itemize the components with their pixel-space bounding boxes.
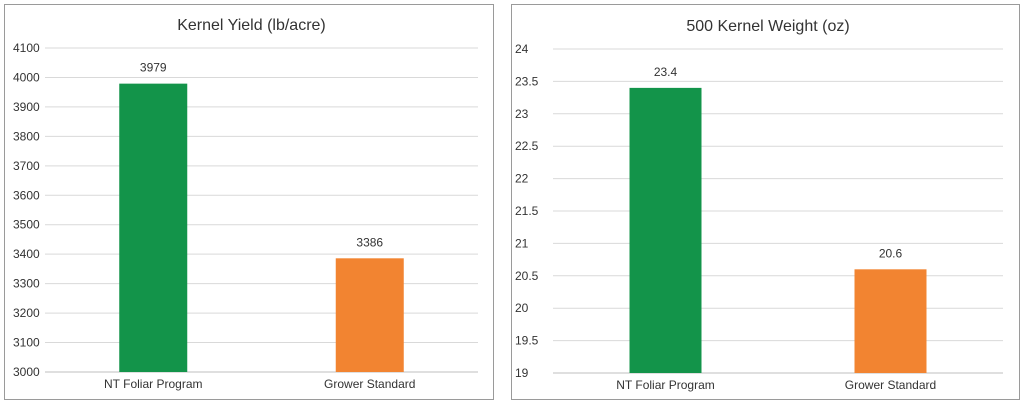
y-tick-label: 23	[515, 107, 529, 121]
chart-title: Kernel Yield (lb/acre)	[177, 17, 326, 34]
y-tick-label: 3000	[13, 365, 40, 379]
y-tick-label: 3800	[13, 129, 40, 143]
y-tick-label: 3900	[13, 100, 40, 114]
kernel-weight-chart-panel: 500 Kernel Weight (oz) 19 19.5 20 20.5 21 21.5…	[511, 4, 1020, 400]
x-tick-label: NT Foliar Program	[616, 378, 714, 392]
data-label: 3979	[140, 61, 167, 75]
bar-grower-standard	[335, 258, 404, 372]
x-tick-label: NT Foliar Program	[104, 377, 202, 391]
y-tick-label: 3300	[13, 277, 40, 291]
kernel-yield-chart: Kernel Yield (lb/acre) 3000 3100 3200 3300 34…	[13, 17, 478, 391]
y-tick-label: 3700	[13, 159, 40, 173]
y-tick-label: 21.5	[515, 204, 539, 218]
data-label: 23.4	[654, 65, 678, 79]
chart-title: 500 Kernel Weight (oz)	[686, 18, 849, 35]
kernel-weight-chart: 500 Kernel Weight (oz) 19 19.5 20 20.5 21 21.5…	[515, 18, 1003, 392]
y-tick-label: 20.5	[515, 269, 539, 283]
y-tick-label: 4000	[13, 70, 40, 84]
bar-nt-foliar-program	[119, 83, 188, 372]
y-tick-label: 3200	[13, 306, 40, 320]
kernel-yield-chart-panel: Kernel Yield (lb/acre) 3000 3100 3200 3300 34…	[4, 4, 494, 400]
y-tick-label: 3100	[13, 336, 40, 350]
bar-grower-standard	[854, 269, 927, 373]
x-tick-label: Grower Standard	[324, 377, 415, 391]
y-tick-label: 24	[515, 42, 529, 56]
y-tick-label: 3400	[13, 247, 40, 261]
x-tick-label: Grower Standard	[845, 378, 936, 392]
y-tick-label: 22	[515, 172, 529, 186]
bar-nt-foliar-program	[629, 87, 702, 373]
data-label: 3386	[356, 235, 383, 249]
data-label: 20.6	[879, 246, 903, 260]
y-tick-label: 21	[515, 236, 529, 250]
y-tick-label: 3600	[13, 188, 40, 202]
y-tick-label: 22.5	[515, 139, 539, 153]
y-tick-label: 23.5	[515, 74, 539, 88]
y-tick-label: 19	[515, 366, 529, 380]
y-tick-label: 19.5	[515, 334, 539, 348]
y-tick-label: 4100	[13, 41, 40, 55]
y-tick-label: 3500	[13, 218, 40, 232]
y-tick-label: 20	[515, 301, 529, 315]
